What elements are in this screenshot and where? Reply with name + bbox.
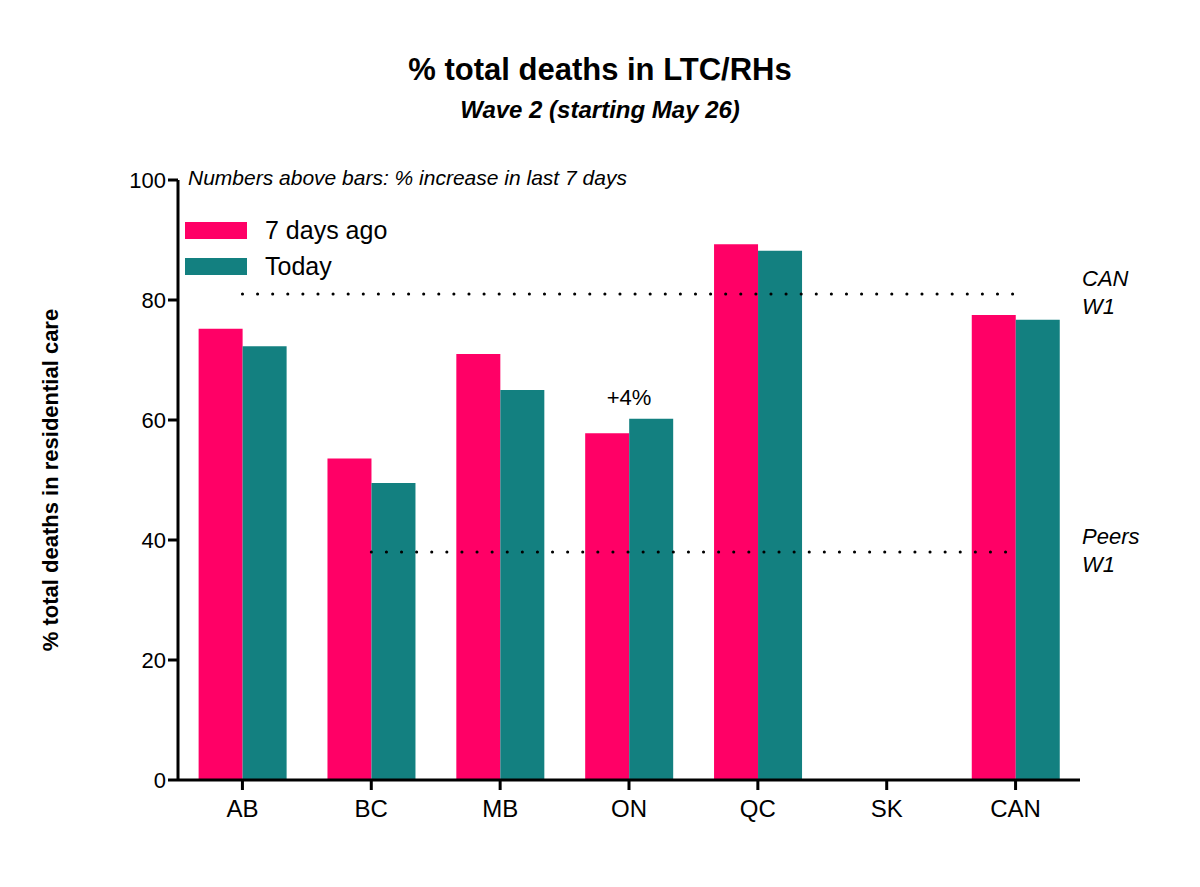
svg-text:SK: SK	[871, 795, 903, 822]
svg-text:QC: QC	[740, 795, 776, 822]
svg-text:CANW1: CANW1	[1082, 266, 1129, 319]
svg-text:20: 20	[142, 648, 166, 673]
svg-text:CAN: CAN	[990, 795, 1041, 822]
html-text:Wave 2 (starting May 26): Wave 2 (starting May 26)	[460, 96, 740, 123]
svg-text:0: 0	[154, 768, 166, 793]
svg-text:% total deaths in residential: % total deaths in residential care	[38, 309, 63, 651]
svg-text:100: 100	[129, 168, 166, 193]
svg-text:AB: AB	[226, 795, 258, 822]
html-text:Today: Today	[265, 251, 332, 280]
svg-text:PeersW1: PeersW1	[1082, 524, 1139, 577]
html-text:7 days ago: 7 days ago	[265, 215, 388, 244]
svg-text:40: 40	[142, 528, 166, 553]
html-text:Numbers above bars: % increase: Numbers above bars: % increase in last 7…	[188, 166, 627, 189]
html-text:% total deaths in LTC/RHs: % total deaths in LTC/RHs	[408, 52, 792, 87]
svg-text:ON: ON	[611, 795, 647, 822]
svg-text:+4%: +4%	[607, 385, 652, 410]
svg-text:80: 80	[142, 288, 166, 313]
svg-text:60: 60	[142, 408, 166, 433]
svg-text:MB: MB	[482, 795, 518, 822]
svg-text:BC: BC	[355, 795, 388, 822]
